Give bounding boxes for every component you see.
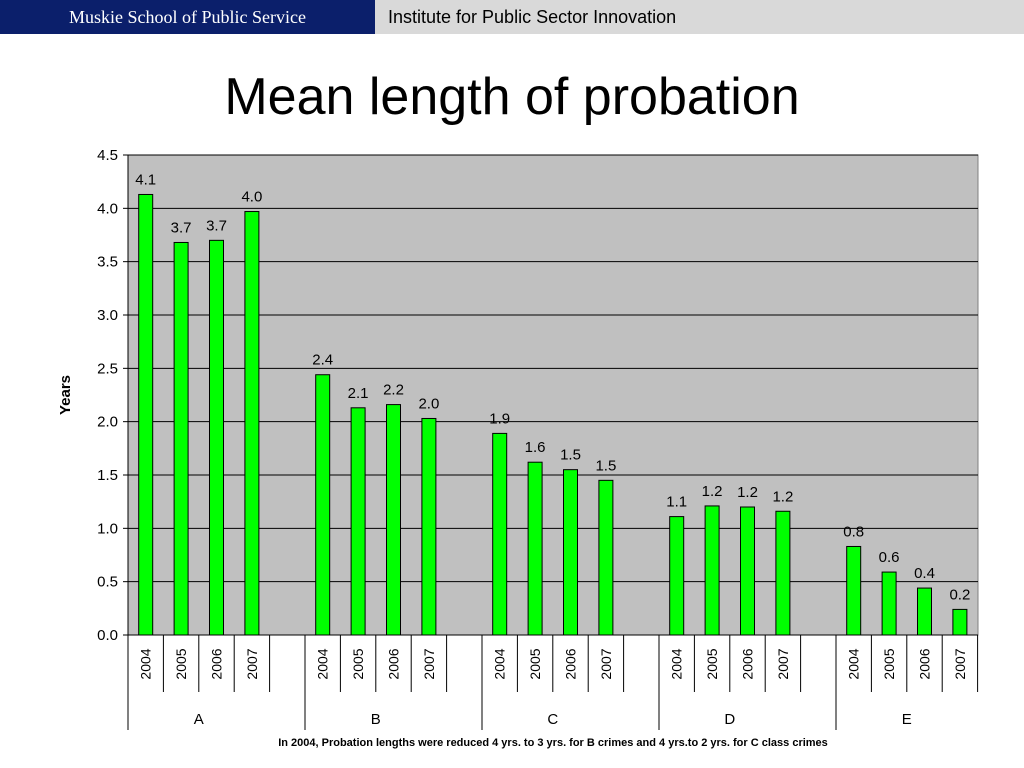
data-label: 4.0 <box>241 189 262 206</box>
bar <box>846 545 862 636</box>
x-tick-label: 2004 <box>315 648 331 679</box>
data-label: 0.6 <box>879 549 900 566</box>
data-label: 1.2 <box>737 484 758 501</box>
x-tick-label: 2005 <box>527 648 543 679</box>
data-label: 3.7 <box>206 217 227 234</box>
x-tick-label: 2005 <box>350 648 366 679</box>
y-tick-label: 0.5 <box>97 574 118 591</box>
data-label: 0.4 <box>914 565 935 582</box>
x-tick-label: 2007 <box>775 648 791 679</box>
plot-area <box>127 154 979 636</box>
y-tick-label: 3.5 <box>97 254 118 271</box>
data-label: 1.1 <box>666 494 687 511</box>
bar <box>740 506 755 636</box>
bar <box>350 407 366 636</box>
data-label: 4.1 <box>135 171 156 188</box>
bar <box>563 469 578 636</box>
x-tick-label: 2004 <box>492 648 508 679</box>
data-label: 3.7 <box>171 219 192 236</box>
data-label: 1.9 <box>489 410 510 427</box>
data-label: 2.2 <box>383 382 404 399</box>
x-tick-label: 2007 <box>244 648 260 679</box>
group-label: E <box>902 711 912 728</box>
group-label: B <box>371 711 381 728</box>
y-tick-label: 0.0 <box>97 627 118 644</box>
page-title: Mean length of probation <box>224 68 800 126</box>
x-tick-label: 2006 <box>740 648 756 679</box>
chart-footnote: In 2004, Probation lengths were reduced … <box>278 737 828 749</box>
y-tick-label: 1.0 <box>97 520 118 537</box>
y-tick-label: 2.5 <box>97 360 118 377</box>
data-label: 1.2 <box>702 483 723 500</box>
data-label: 0.8 <box>843 523 864 540</box>
data-label: 1.5 <box>560 447 581 464</box>
bar <box>244 211 260 636</box>
x-tick-label: 2006 <box>917 648 933 679</box>
bar <box>598 479 614 636</box>
x-tick-label: 2004 <box>138 648 154 679</box>
x-tick-label: 2007 <box>952 648 968 679</box>
bar <box>173 241 189 636</box>
x-tick-label: 2004 <box>669 648 685 679</box>
bar <box>315 374 331 636</box>
bar <box>775 510 791 636</box>
group-label: D <box>724 711 735 728</box>
x-tick-label: 2005 <box>173 648 189 679</box>
bar <box>386 404 401 636</box>
x-tick-label: 2006 <box>386 648 402 679</box>
bar <box>881 571 897 636</box>
x-tick-label: 2005 <box>704 648 720 679</box>
data-label: 1.2 <box>772 488 793 505</box>
bar <box>704 505 720 636</box>
bar <box>952 608 968 636</box>
header-institute: Institute for Public Sector Innovation <box>375 0 1024 34</box>
bar <box>527 461 543 636</box>
y-tick-label: 1.5 <box>97 467 118 484</box>
x-tick-label: 2007 <box>598 648 614 679</box>
group-label: C <box>547 711 558 728</box>
y-tick-label: 4.0 <box>97 200 118 217</box>
y-axis-label: Years <box>57 375 74 415</box>
bar <box>917 587 932 636</box>
data-label: 1.6 <box>525 439 546 456</box>
x-tick-label: 2005 <box>881 648 897 679</box>
bar <box>421 417 437 636</box>
data-label: 2.4 <box>312 352 333 369</box>
data-label: 2.1 <box>348 385 369 402</box>
data-label: 1.5 <box>595 457 616 474</box>
group-label: A <box>194 711 204 728</box>
y-tick-label: 3.0 <box>97 307 118 324</box>
x-tick-label: 2006 <box>209 648 225 679</box>
bar <box>492 432 508 636</box>
x-tick-label: 2004 <box>846 648 862 679</box>
bar <box>209 239 224 636</box>
x-tick-label: 2007 <box>421 648 437 679</box>
data-label: 0.2 <box>949 586 970 603</box>
bar <box>669 516 685 636</box>
y-tick-label: 4.5 <box>97 147 118 164</box>
x-tick-label: 2006 <box>563 648 579 679</box>
y-tick-label: 2.0 <box>97 414 118 431</box>
bar <box>138 193 154 636</box>
header-organization: Muskie School of Public Service <box>0 0 375 34</box>
data-label: 2.0 <box>418 395 439 412</box>
